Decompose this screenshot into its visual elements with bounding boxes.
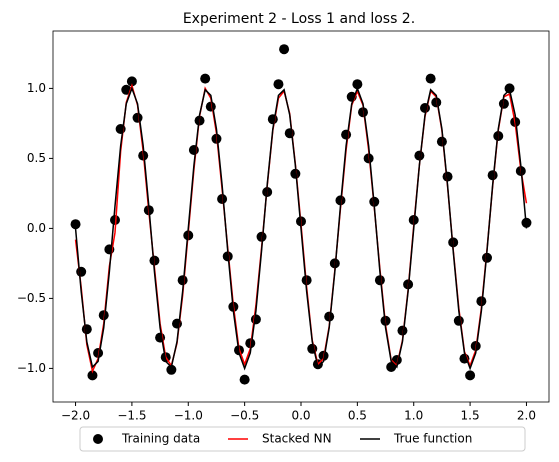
y-tick-label: 0.5 [27,151,46,165]
data-point [341,129,352,140]
data-point [374,275,385,286]
line [74,86,528,371]
data-point [453,315,464,326]
x-tick-label: −1.5 [117,409,146,423]
data-point [363,153,374,164]
y-tick-label: −1.0 [17,361,46,375]
legend-label: True function [393,432,472,446]
x-tick-label: −0.5 [230,409,259,423]
x-tick-label: −1.0 [174,409,203,423]
data-point [324,311,335,322]
y-tick-label: −0.5 [17,291,46,305]
data-point [352,79,363,90]
legend-label: Stacked NN [262,432,332,446]
data-point [504,83,515,94]
data-point [465,370,476,381]
data-point [420,103,430,113]
data-point [132,112,143,123]
data-point [205,101,216,112]
data-point [166,364,177,375]
data-point [81,324,92,335]
chart-title: Experiment 2 - Loss 1 and loss 2. [183,11,415,27]
x-tick-label: 0.5 [348,409,367,423]
x-tick-label: 2.0 [517,409,536,423]
data-point [436,136,447,147]
data-point [267,114,278,125]
data-point [273,79,284,90]
legend-marker [93,434,103,444]
legend-box [79,426,526,452]
x-tick-label: 1.5 [461,409,480,423]
x-tick-label: 0.0 [291,409,310,423]
data-point [239,374,250,385]
data-point [442,171,453,182]
data-point [200,73,211,84]
data-point [256,231,267,242]
data-point [188,145,199,155]
data-point [397,325,408,336]
legend-label: Training data [121,432,200,446]
x-tick-label: 1.0 [404,409,423,423]
data-point [279,44,290,55]
y-tick-label: 0.0 [27,221,46,235]
data-point [87,370,98,381]
data-point [110,215,120,225]
data-point [98,310,109,321]
data-point [217,194,228,204]
y-tick-label: 1.0 [27,81,46,95]
data-point [76,266,87,277]
data-point [431,97,442,108]
data-point [487,170,498,181]
data-point [358,107,368,118]
data-point [121,84,132,95]
data-point [425,73,436,84]
data-point [70,219,81,230]
data-point [284,128,295,139]
data-point [177,275,188,286]
data-point [172,318,182,329]
x-tick-label: −2.0 [61,409,90,423]
data-point [126,76,137,87]
data-point [414,150,425,161]
